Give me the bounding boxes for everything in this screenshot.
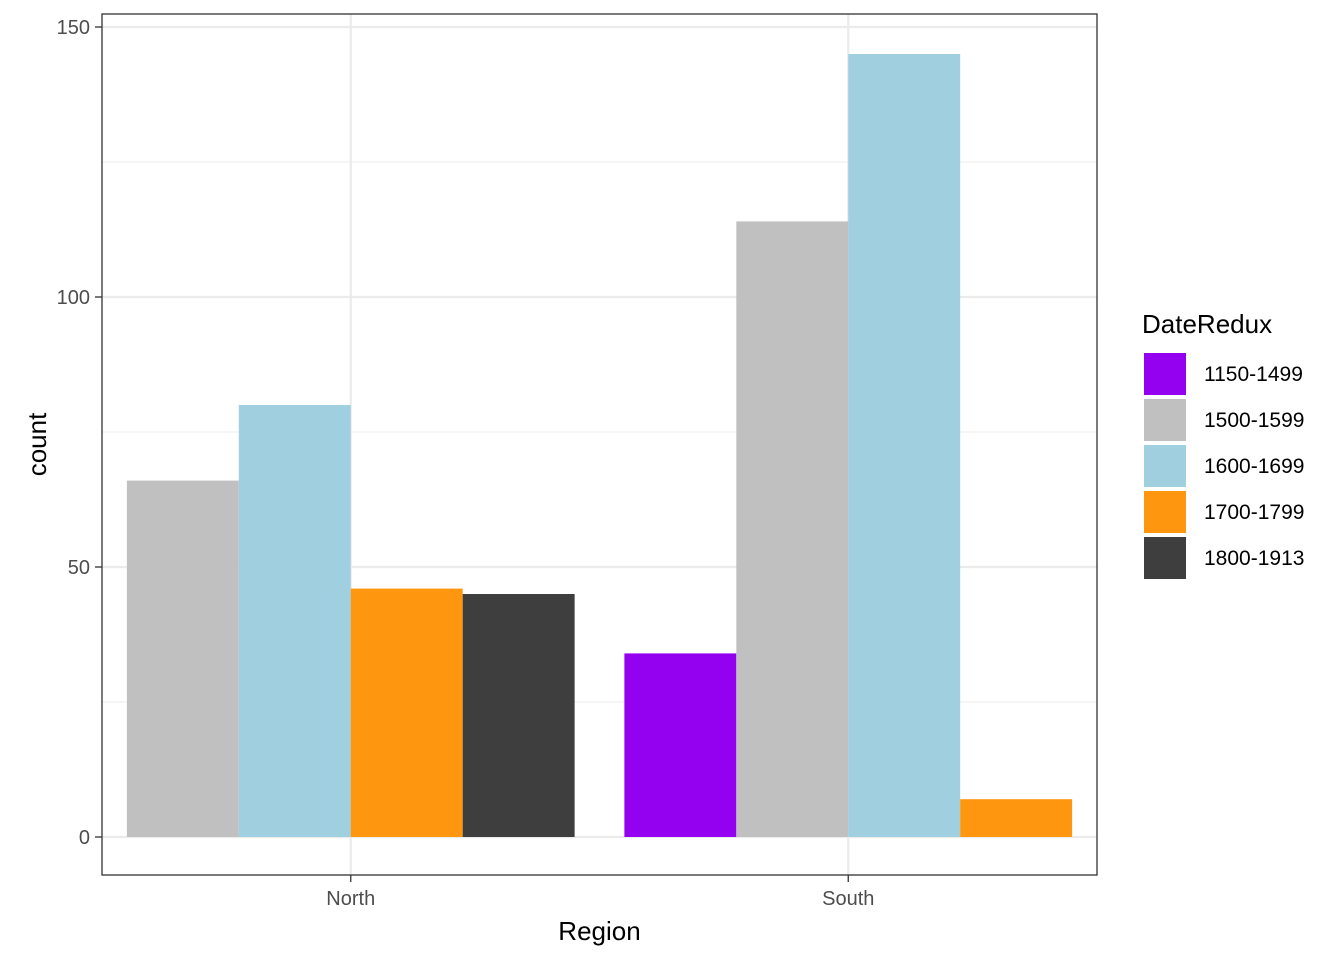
legend-key	[1144, 491, 1186, 533]
bar-north-1700-1799	[350, 588, 463, 837]
y-tick-label: 100	[57, 287, 90, 309]
y-tick-label: 150	[57, 17, 90, 39]
bar-south-1500-1599	[736, 221, 849, 837]
legend-title: DateRedux	[1142, 309, 1272, 339]
x-axis-title: Region	[558, 916, 640, 946]
x-tick-label: North	[326, 888, 375, 910]
legend-key	[1144, 537, 1186, 579]
y-tick-label: 50	[68, 557, 90, 579]
bar-south-1700-1799	[960, 799, 1073, 837]
bar-north-1600-1699	[238, 405, 351, 837]
y-axis: 0 50 100 150	[57, 17, 102, 849]
bars	[126, 54, 1073, 837]
legend-key	[1144, 399, 1186, 441]
x-axis: North South	[326, 875, 874, 910]
legend-label: 1150-1499	[1204, 363, 1303, 386]
bar-north-1500-1599	[126, 480, 239, 837]
bar-north-1800-1913	[462, 594, 575, 837]
legend-label: 1700-1799	[1204, 501, 1304, 524]
y-tick-label: 0	[79, 827, 90, 849]
legend-label: 1800-1913	[1204, 547, 1304, 570]
y-axis-title: count	[22, 412, 52, 476]
legend: DateRedux 1150-1499 1500-1599 1600-1699 170…	[1142, 309, 1304, 579]
x-tick-label: South	[822, 888, 874, 910]
panel-border	[101, 13, 1098, 876]
bar-south-1600-1699	[848, 54, 961, 837]
bar-south-1150-1499	[624, 653, 737, 837]
legend-key	[1144, 353, 1186, 395]
legend-label: 1600-1699	[1204, 455, 1304, 478]
legend-label: 1500-1599	[1204, 409, 1304, 432]
legend-key	[1144, 445, 1186, 487]
